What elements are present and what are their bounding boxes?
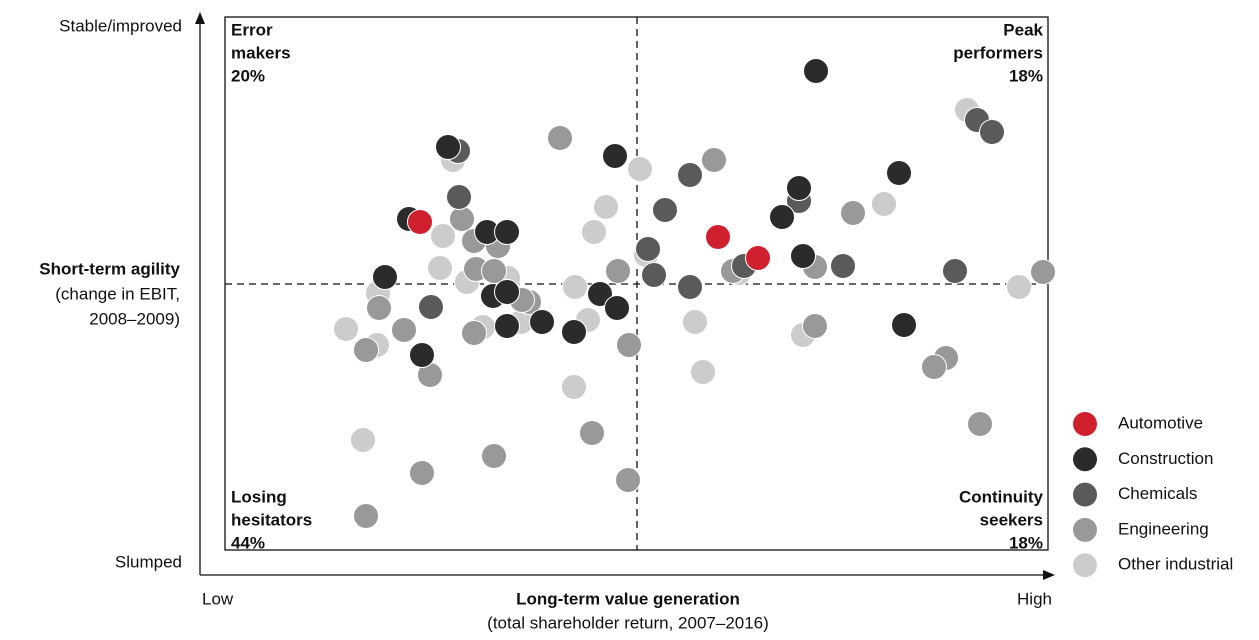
point [615, 467, 641, 493]
point [461, 320, 487, 346]
point [529, 309, 555, 335]
point [494, 279, 520, 305]
point [372, 264, 398, 290]
point [366, 295, 392, 321]
point [616, 332, 642, 358]
quadrant-label: makers [231, 43, 291, 62]
quadrant-share: 18% [1009, 66, 1043, 85]
quadrant-label: hesitators [231, 510, 312, 529]
point [581, 219, 607, 245]
point [641, 262, 667, 288]
point [802, 313, 828, 339]
point [350, 427, 376, 453]
point [562, 274, 588, 300]
point [353, 503, 379, 529]
point [353, 337, 379, 363]
point [701, 147, 727, 173]
point [494, 313, 520, 339]
quadrant-share: 20% [231, 66, 265, 85]
quadrant-label: performers [953, 43, 1043, 62]
quadrant-share: 18% [1009, 533, 1043, 552]
point [446, 184, 472, 210]
x-tick-label: High [1017, 589, 1052, 608]
point [979, 119, 1005, 145]
legend-label: Automotive [1118, 413, 1203, 432]
point [604, 295, 630, 321]
point [652, 197, 678, 223]
point [333, 316, 359, 342]
x-axis-subtitle: (total shareholder return, 2007–2016) [487, 613, 769, 632]
point [427, 255, 453, 281]
point [830, 253, 856, 279]
point [942, 258, 968, 284]
point [602, 143, 628, 169]
point [391, 317, 417, 343]
point [790, 243, 816, 269]
quadrant-label: Peak [1003, 20, 1043, 39]
point [921, 354, 947, 380]
point [481, 443, 507, 469]
point [409, 460, 435, 486]
point [677, 274, 703, 300]
x-axis-title: Long-term value generation [516, 589, 740, 608]
point [745, 245, 771, 271]
legend-label: Engineering [1118, 519, 1209, 538]
point [891, 312, 917, 338]
point [803, 58, 829, 84]
legend-label: Chemicals [1118, 484, 1197, 503]
quadrant-label: seekers [980, 510, 1043, 529]
point [435, 134, 461, 160]
point [769, 204, 795, 230]
y-tick-label: Slumped [115, 552, 182, 571]
point [1006, 274, 1032, 300]
point [547, 125, 573, 151]
point [635, 236, 661, 262]
x-tick-label: Low [202, 589, 234, 608]
point [705, 224, 731, 250]
point [409, 342, 435, 368]
y-axis-title: Short-term agility [39, 259, 180, 278]
point [561, 374, 587, 400]
point [418, 294, 444, 320]
legend-swatch [1073, 517, 1097, 542]
legend-swatch [1073, 412, 1097, 436]
point [561, 319, 587, 345]
point [1030, 259, 1056, 285]
legend-label: Other industrial [1118, 555, 1233, 574]
y-axis-subtitle: 2008–2009) [89, 309, 180, 328]
point [407, 209, 433, 235]
quadrant-label: Losing [231, 487, 287, 506]
quadrant-share: 44% [231, 533, 265, 552]
point [677, 162, 703, 188]
point [494, 219, 520, 245]
point [605, 258, 631, 284]
quadrant-label: Error [231, 20, 273, 39]
legend-swatch [1073, 447, 1097, 472]
point [593, 194, 619, 220]
point [967, 411, 993, 437]
y-axis-arrow [195, 12, 205, 24]
point [430, 223, 456, 249]
point [682, 309, 708, 335]
point [587, 281, 613, 307]
point [871, 191, 897, 217]
point [627, 156, 653, 182]
point [840, 200, 866, 226]
y-axis-subtitle: (change in EBIT, [55, 284, 180, 303]
quadrant-label: Continuity [959, 487, 1044, 506]
point [449, 206, 475, 232]
y-tick-label: Stable/improved [59, 16, 182, 35]
x-axis-arrow [1043, 570, 1055, 580]
point [786, 175, 812, 201]
point [579, 420, 605, 446]
point [690, 359, 716, 385]
point [886, 160, 912, 186]
legend-swatch [1073, 553, 1097, 578]
legend-label: Construction [1118, 449, 1213, 468]
legend-swatch [1073, 482, 1097, 507]
